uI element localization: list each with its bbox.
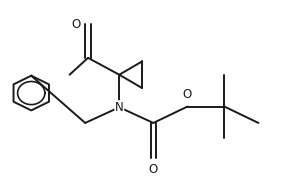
Text: O: O — [72, 18, 81, 31]
Text: O: O — [183, 88, 192, 101]
Text: O: O — [149, 163, 158, 176]
Text: N: N — [115, 101, 124, 114]
